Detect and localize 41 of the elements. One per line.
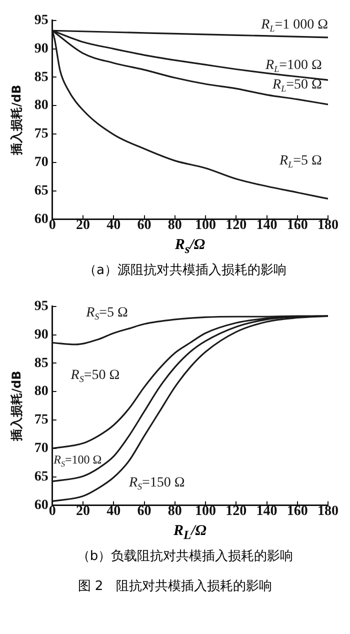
x-tick-label: 80 [168,504,182,520]
text: （a）源阻抗对共模插入损耗的影响 [82,262,288,280]
x-axis-title: R$_{s}$/Ω [174,236,206,258]
y-tick-label: 90 [34,41,48,56]
x-tick-label: 120 [226,218,247,234]
y-tick-label: 65 [34,183,48,198]
x-tick-label: 160 [286,218,308,234]
x-tick-label: 60 [137,218,152,234]
x-tick-label: 20 [76,504,90,520]
x-axis-title: R$_{L}$/Ω [172,522,208,544]
x-tick-label: 40 [106,504,121,520]
y-tick-label: 75 [34,412,48,428]
y-tick-label: 90 [34,327,48,342]
text: （b）负载阻抗对共模插入损耗的影响 [76,548,294,566]
x-tick-label: 100 [195,504,216,520]
y-tick-label: 80 [34,98,48,114]
x-tick-label: 60 [137,504,152,520]
x-tick-label: 140 [256,504,278,520]
x-tick-label: 0 [48,504,56,520]
x-tick-label: 80 [168,218,182,234]
y-axis-title: 插入损耗/dB [9,370,24,442]
x-tick-label: 120 [226,504,247,520]
y-tick-label: 80 [34,384,48,400]
y-tick-label: 70 [34,441,48,456]
y-tick-label: 65 [34,469,48,484]
x-tick-label: 40 [106,218,121,234]
y-tick-label: 85 [34,356,48,371]
y-tick-label: 95 [34,299,48,314]
y-tick-label: 95 [34,13,48,28]
x-tick-label: 140 [256,218,278,234]
y-tick-label: 75 [34,126,48,142]
y-tick-label: 70 [34,155,48,170]
x-tick-label: 20 [76,218,90,234]
y-tick-label: 85 [34,70,48,85]
caption: 图 2 阻抗对共模插入损耗的影响 [76,578,274,596]
y-axis-title: 插入损耗/dB [9,84,24,156]
x-tick-label: 180 [318,504,338,520]
x-tick-label: 100 [195,218,216,234]
x-tick-label: 0 [48,218,56,234]
x-tick-label: 160 [286,504,308,520]
x-tick-label: 180 [318,218,338,234]
